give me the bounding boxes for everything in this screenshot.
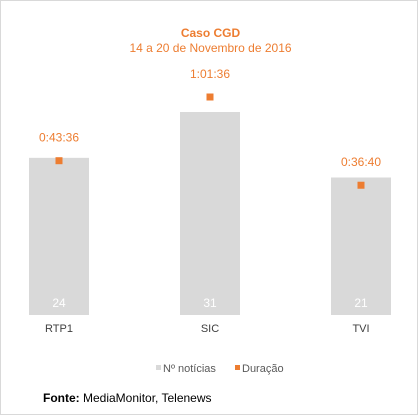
bar-value-label-sic: 31	[203, 296, 217, 310]
source-label: Fonte:	[43, 391, 80, 405]
category-label-sic: SIC	[201, 323, 219, 335]
bar-rtp1	[29, 157, 89, 315]
chart-subtitle: 14 a 20 de Novembro de 2016	[129, 41, 291, 55]
bar-value-label-rtp1: 24	[52, 296, 66, 310]
category-label-rtp1: RTP1	[45, 323, 73, 335]
legend-swatch-noticias	[156, 365, 161, 370]
bar-value-label-tvi: 21	[354, 296, 368, 310]
duration-label-rtp1: 0:43:36	[39, 131, 79, 145]
source-note: Fonte: MediaMonitor, Telenews	[43, 391, 212, 405]
source-text: MediaMonitor, Telenews	[83, 391, 212, 405]
bar-sic	[180, 112, 240, 315]
category-label-tvi: TVI	[352, 323, 369, 335]
chart-legend: Nº notícias Duração	[156, 363, 284, 375]
duration-marker-rtp1	[55, 157, 63, 165]
duration-marker-tvi	[357, 181, 365, 189]
duration-label-tvi: 0:36:40	[341, 155, 381, 169]
chart-title: Caso CGD	[181, 26, 241, 40]
legend-swatch-duracao	[235, 365, 240, 370]
duration-label-sic: 1:01:36	[190, 67, 230, 81]
legend-label-noticias: Nº notícias	[163, 363, 216, 375]
bars-layer: 24 0:43:36 RTP1 31 1:01:36 SIC 21 0:36:40 TVI	[29, 67, 391, 335]
legend-label-duracao: Duração	[242, 363, 284, 375]
bar-tvi	[331, 177, 391, 315]
duration-marker-sic	[206, 93, 214, 101]
